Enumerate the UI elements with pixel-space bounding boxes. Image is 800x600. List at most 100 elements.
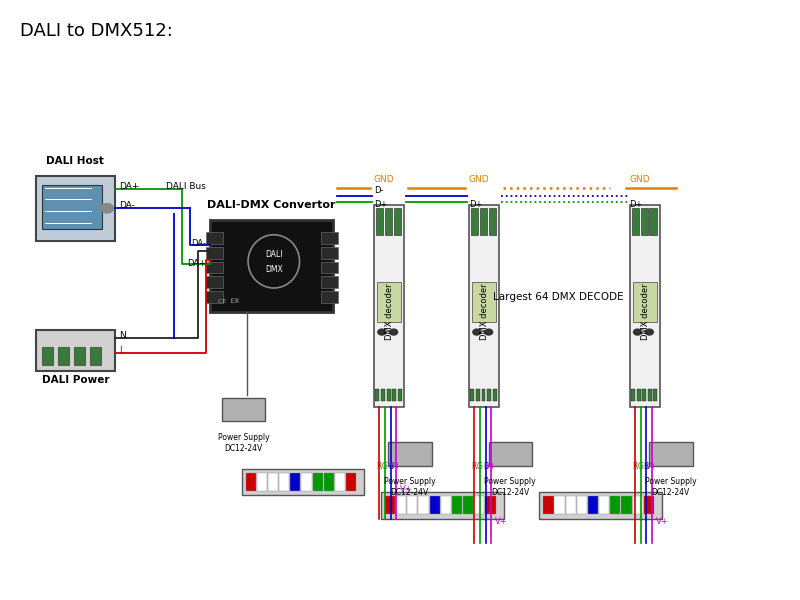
Text: GND: GND bbox=[469, 175, 490, 184]
Bar bbox=[268, 473, 278, 491]
Text: L: L bbox=[119, 346, 124, 355]
Text: DA-: DA- bbox=[191, 239, 206, 248]
Text: B: B bbox=[644, 461, 649, 470]
Bar bbox=[588, 496, 598, 514]
Bar bbox=[36, 176, 115, 241]
Text: R: R bbox=[633, 461, 638, 470]
Bar bbox=[36, 329, 115, 371]
Bar bbox=[489, 208, 496, 235]
Circle shape bbox=[101, 203, 114, 213]
Text: D+: D+ bbox=[469, 200, 482, 209]
Bar bbox=[58, 347, 69, 365]
Bar bbox=[42, 185, 102, 229]
Bar bbox=[599, 496, 610, 514]
Bar bbox=[641, 208, 648, 235]
Bar bbox=[206, 262, 223, 274]
Bar bbox=[388, 442, 432, 466]
Bar bbox=[377, 282, 401, 322]
Text: DALI: DALI bbox=[265, 250, 282, 259]
Text: Power Supply
DC12-24V: Power Supply DC12-24V bbox=[645, 478, 697, 497]
Bar bbox=[321, 232, 338, 244]
Text: DALI-DMX Convertor: DALI-DMX Convertor bbox=[207, 200, 336, 210]
Bar bbox=[206, 291, 223, 303]
Bar bbox=[486, 496, 495, 514]
Text: R: R bbox=[377, 461, 382, 470]
Text: DALI Bus: DALI Bus bbox=[166, 182, 206, 191]
Text: G: G bbox=[477, 461, 483, 470]
Text: Largest 64 DMX DECODE: Largest 64 DMX DECODE bbox=[493, 292, 624, 302]
Bar bbox=[210, 220, 333, 312]
Text: DMX decoder: DMX decoder bbox=[641, 284, 650, 340]
Bar bbox=[441, 496, 451, 514]
Bar bbox=[385, 496, 395, 514]
Bar bbox=[257, 473, 267, 491]
Bar bbox=[476, 389, 480, 401]
Bar bbox=[222, 398, 266, 421]
Text: G: G bbox=[382, 461, 388, 470]
Bar bbox=[474, 496, 485, 514]
Bar bbox=[242, 469, 364, 495]
Bar bbox=[650, 442, 693, 466]
Bar bbox=[654, 389, 658, 401]
Bar bbox=[480, 208, 487, 235]
Bar bbox=[472, 282, 496, 322]
Bar bbox=[642, 389, 646, 401]
Text: D+: D+ bbox=[630, 200, 643, 209]
Circle shape bbox=[485, 329, 493, 335]
Bar bbox=[396, 496, 406, 514]
Text: DMX: DMX bbox=[265, 265, 282, 274]
Text: D+: D+ bbox=[374, 200, 387, 209]
Text: DMX decoder: DMX decoder bbox=[386, 284, 394, 340]
Bar bbox=[394, 208, 401, 235]
Bar bbox=[74, 347, 85, 365]
Bar bbox=[381, 492, 504, 519]
Bar bbox=[632, 208, 639, 235]
Bar bbox=[577, 496, 587, 514]
Text: V+: V+ bbox=[400, 485, 413, 494]
Bar bbox=[407, 496, 418, 514]
Ellipse shape bbox=[248, 235, 299, 288]
Circle shape bbox=[646, 329, 654, 335]
Bar bbox=[376, 208, 383, 235]
Bar bbox=[206, 247, 223, 259]
Bar bbox=[398, 389, 402, 401]
Bar bbox=[90, 347, 101, 365]
Bar bbox=[637, 389, 641, 401]
Bar bbox=[335, 473, 345, 491]
Text: V+: V+ bbox=[495, 517, 508, 526]
Bar bbox=[206, 277, 223, 288]
Bar bbox=[650, 208, 657, 235]
Bar bbox=[644, 496, 654, 514]
Bar bbox=[543, 496, 554, 514]
Text: V+: V+ bbox=[390, 461, 402, 470]
Bar bbox=[471, 208, 478, 235]
Bar bbox=[648, 389, 652, 401]
Text: V+: V+ bbox=[486, 461, 497, 470]
Bar bbox=[539, 492, 662, 519]
Bar bbox=[566, 496, 576, 514]
Bar bbox=[385, 208, 392, 235]
Bar bbox=[493, 389, 497, 401]
Text: N: N bbox=[119, 331, 126, 340]
Bar bbox=[321, 262, 338, 274]
Bar bbox=[463, 496, 474, 514]
Bar bbox=[482, 389, 486, 401]
Bar bbox=[633, 496, 642, 514]
Circle shape bbox=[378, 329, 386, 335]
Bar bbox=[42, 347, 54, 365]
Bar bbox=[418, 496, 429, 514]
Bar bbox=[246, 473, 256, 491]
Text: DA+: DA+ bbox=[187, 259, 206, 268]
Text: DA-: DA- bbox=[119, 201, 135, 210]
Text: B: B bbox=[388, 461, 393, 470]
Text: Power Supply
DC12-24V: Power Supply DC12-24V bbox=[484, 478, 536, 497]
Bar bbox=[279, 473, 290, 491]
Bar bbox=[374, 205, 404, 407]
Bar bbox=[430, 496, 440, 514]
Bar bbox=[375, 389, 379, 401]
Bar bbox=[346, 473, 356, 491]
Text: DMX decoder: DMX decoder bbox=[480, 284, 490, 340]
Bar bbox=[489, 442, 532, 466]
Bar bbox=[470, 389, 474, 401]
Bar bbox=[321, 247, 338, 259]
